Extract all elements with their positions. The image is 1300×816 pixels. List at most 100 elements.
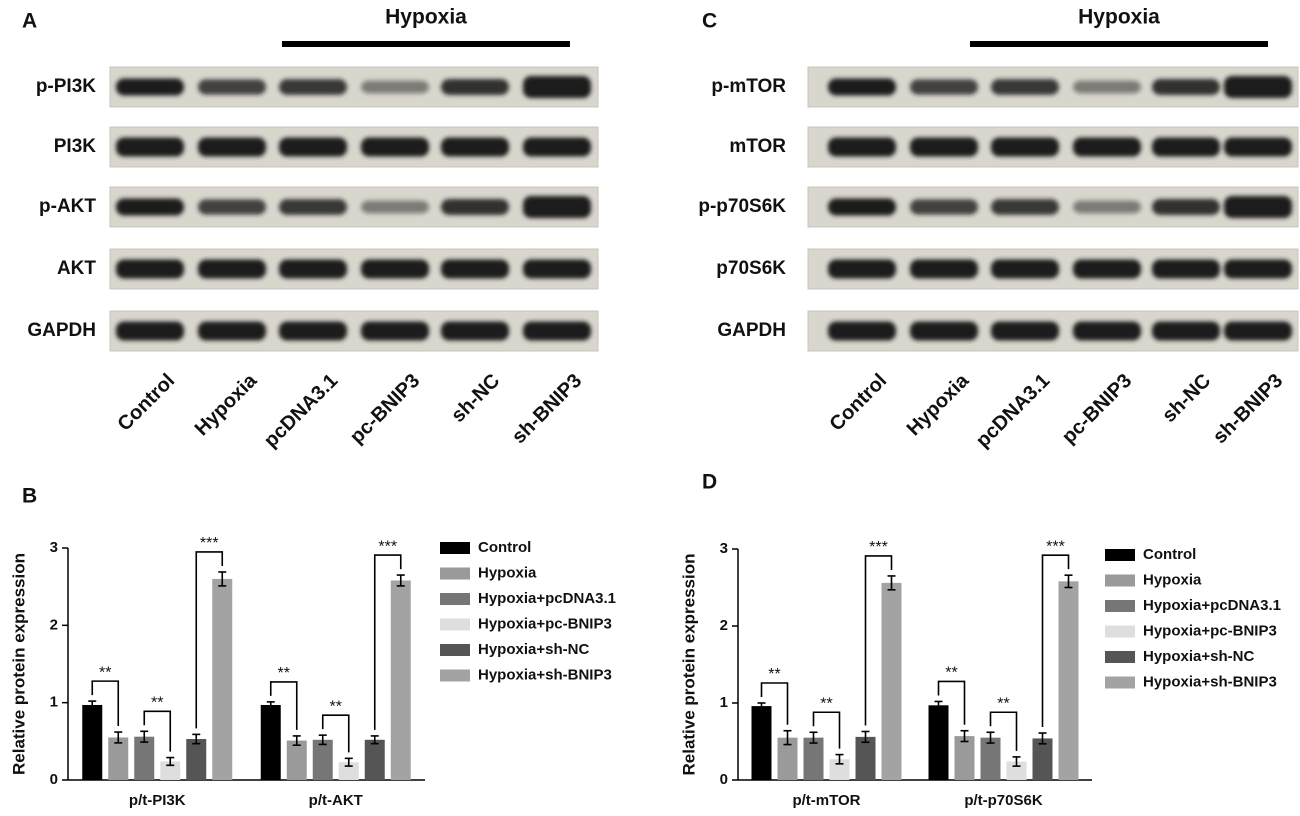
error-bar xyxy=(218,571,227,587)
significance-label: ** xyxy=(945,665,957,682)
legend-label: Hypoxia+sh-NC xyxy=(478,641,589,658)
bar xyxy=(260,704,281,780)
lane-label: sh-NC xyxy=(447,370,504,427)
band xyxy=(991,79,1059,95)
bar xyxy=(829,759,850,780)
lane-label: sh-BNIP3 xyxy=(508,370,586,448)
y-tick-label: 3 xyxy=(720,540,728,557)
band xyxy=(1152,137,1220,157)
legend-label: Hypoxia+sh-BNIP3 xyxy=(1143,673,1277,690)
legend-swatch xyxy=(1105,625,1135,638)
band xyxy=(1073,200,1141,214)
significance-label: ** xyxy=(820,695,832,712)
legend-swatch xyxy=(440,669,470,682)
bar xyxy=(855,736,876,780)
band-row xyxy=(828,196,1292,218)
blot-row-label: GAPDH xyxy=(717,320,786,341)
legend-label: Hypoxia xyxy=(478,564,537,581)
legend-swatch xyxy=(1105,600,1135,612)
significance-label: ** xyxy=(151,694,163,711)
significance-label: ** xyxy=(330,698,342,715)
lane-label: Hypoxia xyxy=(903,369,974,440)
error-bar xyxy=(344,757,353,767)
lane-label: sh-NC xyxy=(1158,370,1215,427)
bar xyxy=(186,739,207,780)
band xyxy=(1073,80,1141,94)
significance-label: *** xyxy=(200,535,219,552)
band xyxy=(279,137,347,157)
panel-label: B xyxy=(22,485,37,508)
error-bar xyxy=(887,575,896,591)
band xyxy=(991,321,1059,341)
legend-label: Hypoxia+pcDNA3.1 xyxy=(478,590,616,607)
x-tick-label: p/t-AKT xyxy=(309,792,363,809)
band xyxy=(1224,137,1292,157)
panel-label: A xyxy=(22,10,37,33)
blot-row-label: p-p70S6K xyxy=(698,196,786,217)
significance-label: ** xyxy=(278,665,290,682)
band xyxy=(116,321,184,341)
error-bar xyxy=(114,731,123,744)
lane-label: pcDNA3.1 xyxy=(260,370,342,452)
y-tick-label: 0 xyxy=(50,771,58,788)
band xyxy=(828,259,896,279)
band xyxy=(279,321,347,341)
legend-label: Hypoxia+sh-NC xyxy=(1143,648,1254,665)
band xyxy=(991,199,1059,215)
bar xyxy=(134,736,155,780)
error-bar xyxy=(318,734,327,746)
significance-bracket xyxy=(143,710,172,752)
band xyxy=(441,259,509,279)
significance-bracket xyxy=(91,680,120,727)
band xyxy=(828,198,896,216)
significance-bracket xyxy=(937,680,966,725)
x-tick-label: p/t-PI3K xyxy=(129,792,186,809)
band xyxy=(116,259,184,279)
error-bar xyxy=(757,702,766,710)
y-tick-label: 2 xyxy=(50,616,58,633)
legend-swatch xyxy=(440,542,470,554)
significance-label: ** xyxy=(997,695,1009,712)
band-row xyxy=(116,76,591,98)
significance-label: ** xyxy=(768,666,780,683)
lane-label: pc-BNIP3 xyxy=(1058,370,1136,448)
band-row xyxy=(116,321,591,341)
band-row xyxy=(116,259,591,279)
bar xyxy=(312,739,333,780)
significance-bracket xyxy=(269,681,298,730)
legend-swatch xyxy=(440,567,470,580)
bar xyxy=(1032,738,1053,780)
bar xyxy=(108,737,129,780)
band xyxy=(523,76,591,98)
error-bar xyxy=(140,730,149,743)
lane-label: Control xyxy=(113,370,179,436)
bar xyxy=(803,737,824,780)
condition-label: Hypoxia xyxy=(1078,6,1160,29)
band xyxy=(1224,76,1292,98)
band xyxy=(523,259,591,279)
legend-swatch xyxy=(440,593,470,605)
band xyxy=(1224,196,1292,218)
legend-label: Control xyxy=(478,539,531,556)
blot-row-label: p-mTOR xyxy=(711,76,786,97)
bar xyxy=(751,706,772,780)
band xyxy=(910,259,978,279)
legend-swatch xyxy=(1105,549,1135,561)
significance-label: ** xyxy=(99,664,111,681)
band xyxy=(116,137,184,157)
error-bar xyxy=(960,729,969,743)
bar xyxy=(777,737,798,780)
error-bar xyxy=(88,700,97,710)
band xyxy=(828,321,896,341)
band xyxy=(116,198,184,216)
y-axis-label: Relative protein expression xyxy=(679,553,698,775)
blot-strip xyxy=(109,310,599,352)
band xyxy=(523,321,591,341)
blot-row-label: p70S6K xyxy=(716,258,786,279)
condition-label: Hypoxia xyxy=(385,6,467,29)
y-tick-label: 1 xyxy=(720,694,728,711)
band xyxy=(441,79,509,95)
band xyxy=(116,78,184,96)
legend-swatch xyxy=(1105,574,1135,587)
